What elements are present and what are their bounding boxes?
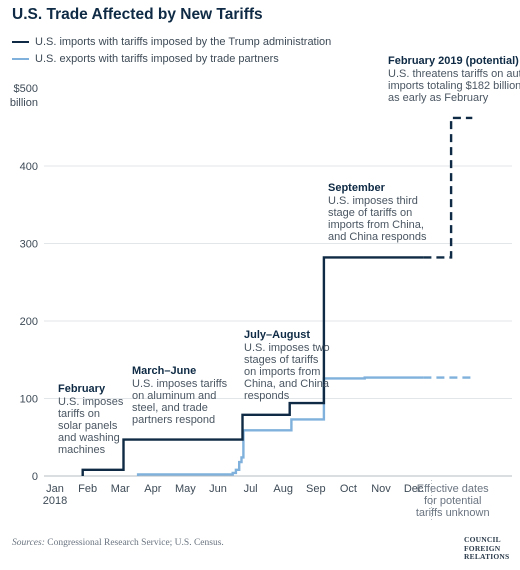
annotation-feb-2019-line-3: as early as February: [388, 92, 489, 104]
annotation-july-august-title: July–August: [244, 329, 310, 341]
annotation-september-line-2: stage of tariffs on: [328, 207, 412, 219]
logo-line-3: RELATIONS: [464, 552, 510, 561]
annotation-march-june-line-1: U.S. imposes tariffs: [132, 378, 228, 390]
y-tick-label-400: 400: [20, 161, 38, 173]
x-tick-label-12: Effective dates: [417, 483, 489, 495]
x-tick-label-2: Mar: [111, 483, 130, 495]
x-tick-label-1: Feb: [78, 483, 97, 495]
x-tick-label-0-1: 2018: [43, 495, 67, 507]
annotation-feb-2019-title: February 2019 (potential): [388, 55, 519, 67]
legend-label-imports: U.S. imports with tariffs imposed by the…: [35, 35, 332, 48]
annotation-feb-line-5: machines: [58, 444, 106, 456]
annotation-july-august-line-5: responds: [244, 390, 290, 402]
annotation-feb-line-1: U.S. imposes: [58, 396, 124, 408]
chart-title: U.S. Trade Affected by New Tariffs: [12, 6, 263, 23]
annotation-march-june-line-2: on aluminum and: [132, 390, 216, 402]
annotation-feb-2019-line-1: U.S. threatens tariffs on auto: [388, 68, 520, 80]
annotation-july-august-line-4: China, and China: [244, 378, 330, 390]
x-tick-label-8: Sep: [306, 483, 326, 495]
annotation-july-august-line-3: on imports from: [244, 366, 320, 378]
legend-label-exports: U.S. exports with tariffs imposed by tra…: [35, 52, 279, 65]
source-prefix: Sources:: [12, 538, 45, 548]
y-tick-label-200: 200: [20, 316, 38, 328]
annotation-march-june-line-4: partners respond: [132, 414, 215, 426]
annotation-september-title: September: [328, 182, 386, 194]
x-tick-label-0: Jan: [46, 483, 64, 495]
annotation-july-august-line-1: U.S. imposes two: [244, 342, 330, 354]
x-tick-label-10: Nov: [371, 483, 391, 495]
x-tick-label-12-1: for potential: [424, 495, 481, 507]
x-tick-label-7: Aug: [273, 483, 293, 495]
cfr-logo: COUNCIL FOREIGN RELATIONS: [464, 535, 510, 562]
annotation-september-line-3: imports from China,: [328, 219, 424, 231]
annotation-july-august-line-2: stages of tariffs: [244, 354, 319, 366]
y-tick-label-100: 100: [20, 394, 38, 406]
x-tick-label-11: Dec: [404, 483, 424, 495]
source-text: Congressional Research Service; U.S. Cen…: [47, 538, 224, 548]
series-line-imports: [81, 256, 424, 476]
logo-line-1: COUNCIL: [464, 535, 501, 544]
x-tick-label-5: Jun: [209, 483, 227, 495]
legend-item-exports: U.S. exports with tariffs imposed by tra…: [12, 50, 331, 67]
legend-swatch-imports: [12, 40, 29, 43]
annotation-september-line-4: and China responds: [328, 231, 427, 243]
y-tick-label-0: 0: [32, 471, 38, 483]
x-tick-label-9: Oct: [340, 483, 357, 495]
x-tick-label-6: Jul: [244, 483, 258, 495]
annotation-feb-line-2: tariffs on: [58, 408, 100, 420]
legend-item-imports: U.S. imports with tariffs imposed by the…: [12, 33, 331, 50]
y-unit-label-amount: $500: [14, 83, 38, 95]
source-note: Sources: Congressional Research Service;…: [12, 538, 224, 548]
x-tick-label-4: May: [175, 483, 196, 495]
logo-line-2: FOREIGN: [464, 543, 501, 553]
series-line-imports-projected: [423, 116, 473, 259]
annotation-feb-2019-line-2: imports totaling $182 billion: [388, 80, 520, 92]
annotation-march-june-line-3: steel, and trade: [132, 402, 208, 414]
x-tick-label-12-2: tariffs unknown: [416, 507, 490, 519]
annotation-march-june-title: March–June: [132, 365, 196, 377]
y-tick-label-300: 300: [20, 239, 38, 251]
annotation-feb-title: February: [58, 383, 106, 395]
legend: U.S. imports with tariffs imposed by the…: [12, 33, 331, 67]
x-tick-label-3: Apr: [144, 483, 161, 495]
annotation-feb-line-4: and washing: [58, 432, 120, 444]
annotation-september-line-1: U.S. imposes third: [328, 195, 418, 207]
y-unit-label-unit: billion: [10, 97, 38, 109]
legend-swatch-exports: [12, 57, 29, 60]
annotation-feb-line-3: solar panels: [58, 420, 118, 432]
